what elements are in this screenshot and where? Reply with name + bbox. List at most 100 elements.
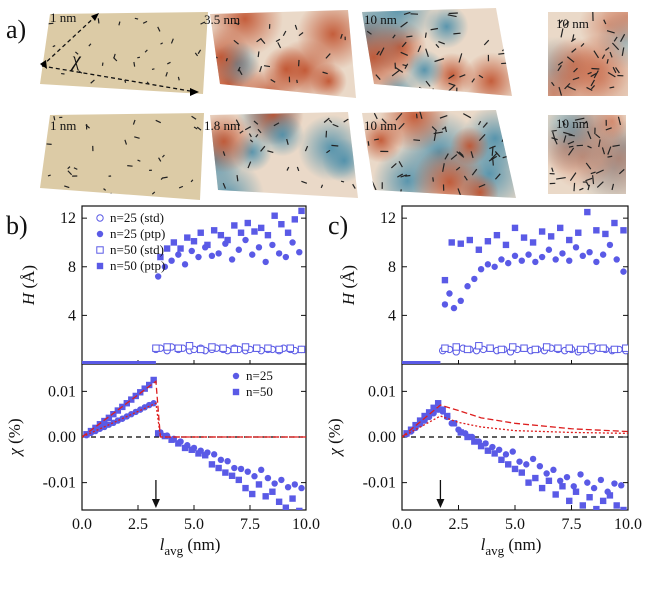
tile-sticks xyxy=(46,115,202,197)
data-point xyxy=(579,502,586,509)
molecule-stick xyxy=(601,147,606,155)
molecule-stick xyxy=(621,47,625,57)
data-point xyxy=(586,494,593,501)
theory-line xyxy=(82,402,306,438)
data-point xyxy=(184,234,191,241)
data-point xyxy=(271,480,278,487)
molecule-stick xyxy=(365,179,372,182)
molecule-stick xyxy=(237,66,241,72)
molecule-stick xyxy=(118,21,121,26)
molecule-stick xyxy=(470,151,474,159)
molecule-stick xyxy=(606,30,615,34)
y-tick-label: 4 xyxy=(68,307,76,324)
surface-tiles: 1 nm 3.5 nm 10 nm 10 nm 1 nm 1.8 nm 10 nm 10 nm… xyxy=(40,8,628,200)
molecule-stick xyxy=(142,20,148,24)
molecule-stick xyxy=(160,177,164,180)
data-point xyxy=(509,343,517,351)
data-point xyxy=(282,504,290,510)
data-point xyxy=(516,458,523,465)
data-point xyxy=(150,376,157,384)
molecule-stick xyxy=(435,43,440,49)
molecule-stick xyxy=(391,69,401,77)
molecule-stick xyxy=(603,19,607,25)
data-point xyxy=(505,461,512,468)
data-point xyxy=(606,492,614,499)
molecule-stick xyxy=(587,145,592,149)
molecule-stick xyxy=(137,159,141,162)
data-point xyxy=(185,342,194,350)
data-point xyxy=(241,343,250,351)
molecule-stick xyxy=(257,128,262,134)
top-y-axis-label: H (Å) xyxy=(19,265,38,306)
molecule-stick xyxy=(113,53,116,59)
molecule-stick xyxy=(323,117,330,123)
data-point xyxy=(545,477,553,484)
tile-label: 1.8 nm xyxy=(204,118,240,133)
data-point xyxy=(602,230,609,238)
molecule-stick xyxy=(134,17,139,20)
data-point xyxy=(262,258,269,266)
molecule-stick xyxy=(275,38,281,43)
data-point xyxy=(105,414,113,422)
molecule-stick xyxy=(438,41,445,45)
molecule-stick xyxy=(498,116,505,126)
x-tick-label: 10.0 xyxy=(614,516,642,533)
data-point xyxy=(232,388,240,396)
molecule-stick xyxy=(160,42,164,45)
molecule-stick xyxy=(611,42,620,51)
tile-sticks xyxy=(48,17,206,90)
molecule-stick xyxy=(450,154,458,160)
data-point xyxy=(96,246,104,254)
molecule-stick xyxy=(366,30,372,35)
data-point xyxy=(168,436,175,443)
data-point xyxy=(570,483,577,490)
molecule-stick xyxy=(48,22,54,25)
data-point xyxy=(613,502,620,509)
data-point xyxy=(208,252,216,260)
molecule-stick xyxy=(483,39,490,46)
molecule-stick xyxy=(52,45,56,48)
data-point xyxy=(298,484,305,492)
data-point xyxy=(146,381,153,389)
y-tick-label: 0.01 xyxy=(368,383,396,400)
molecule-stick xyxy=(253,120,259,125)
tile-field xyxy=(548,115,626,194)
data-point xyxy=(547,233,555,240)
molecule-stick xyxy=(352,183,356,189)
molecule-stick xyxy=(463,113,472,119)
data-point xyxy=(566,257,573,264)
data-point xyxy=(434,400,442,407)
data-point xyxy=(566,497,573,505)
molecule-stick xyxy=(424,32,427,38)
molecule-stick xyxy=(612,66,617,74)
molecule-stick xyxy=(556,176,566,180)
data-point xyxy=(511,465,519,473)
data-point xyxy=(87,427,95,435)
molecule-stick xyxy=(557,65,562,72)
panel-a: a) 1 nm 3.5 nm 10 nm 10 nm 1 nm 1.8 nm 10 nm 10… xyxy=(6,8,628,200)
data-point xyxy=(204,241,211,249)
molecule-stick xyxy=(458,53,463,63)
molecule-stick xyxy=(561,120,566,126)
molecule-stick xyxy=(620,33,626,42)
series-n-50-ptp- xyxy=(441,208,627,284)
legend-label: n=25 xyxy=(246,368,273,383)
molecule-stick xyxy=(417,45,422,53)
molecule-stick xyxy=(453,32,461,35)
x-tick-label: 7.5 xyxy=(562,516,582,533)
field-blob xyxy=(578,12,628,55)
chi-arrows: χ xyxy=(40,13,199,96)
molecule-stick xyxy=(398,160,403,168)
series-theory-n-50 xyxy=(402,404,628,438)
data-point xyxy=(289,495,296,502)
data-point xyxy=(96,214,104,222)
data-point xyxy=(529,239,537,246)
data-point xyxy=(484,447,492,454)
data-point xyxy=(141,385,148,392)
data-point xyxy=(493,231,501,239)
molecule-stick xyxy=(482,122,488,128)
data-point xyxy=(550,466,557,474)
molecule-stick xyxy=(587,71,592,75)
data-point xyxy=(441,301,449,308)
molecule-stick xyxy=(613,36,618,42)
